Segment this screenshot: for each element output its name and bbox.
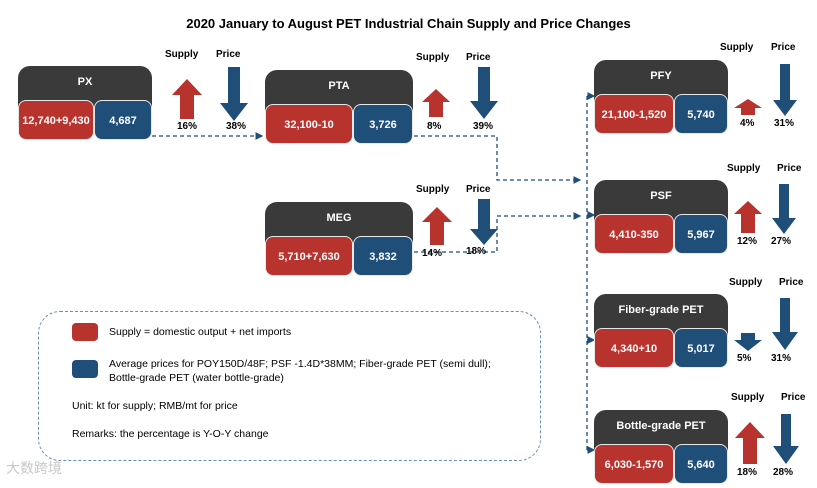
node-bottle-price: 5,640	[674, 444, 728, 484]
node-pfy-supply: 21,100-1,520	[594, 94, 674, 134]
bottle-price-label: Price	[781, 392, 806, 403]
legend-price-text-1: Average prices for POY150D/48F; PSF -1.4…	[109, 358, 491, 370]
psf-price-change: 27%	[771, 236, 792, 247]
node-pta-price: 3,726	[353, 104, 413, 144]
pfy-price-label: Price	[771, 42, 796, 53]
pta-supply-label: Supply	[416, 52, 450, 63]
fiber-price-change: 31%	[771, 353, 792, 364]
pta-supply-change: 8%	[427, 121, 442, 132]
px-price-change: 38%	[226, 121, 247, 132]
legend-supply-swatch	[72, 323, 98, 341]
node-px-supply: 12,740+9,430	[18, 100, 94, 140]
node-pta-supply: 32,100-10	[265, 104, 353, 144]
legend-box: Supply = domestic output + net imports A…	[38, 311, 541, 461]
meg-supply-label: Supply	[416, 184, 450, 195]
fiber-supply-down-arrow	[734, 333, 762, 351]
watermark: 大数跨境	[6, 460, 62, 476]
psf-supply-change: 12%	[737, 236, 758, 247]
psf-price-label: Price	[777, 163, 802, 174]
fiber-supply-change: 5%	[737, 353, 752, 364]
meg-supply-up-arrow	[422, 207, 452, 245]
psf-supply-up-arrow	[734, 201, 762, 233]
pfy-supply-change: 4%	[740, 118, 755, 129]
pta-price-down-arrow	[470, 67, 498, 119]
node-meg-price: 3,832	[353, 236, 413, 276]
node-psf-price: 5,967	[674, 214, 728, 254]
node-bottle-grade-pet: Bottle-grade PET 6,030-1,570 5,640	[594, 410, 728, 484]
meg-price-label: Price	[466, 184, 491, 195]
node-pfy-price: 5,740	[674, 94, 728, 134]
pta-price-label: Price	[466, 52, 491, 63]
node-bottle-supply: 6,030-1,570	[594, 444, 674, 484]
legend-supply-text: Supply = domestic output + net imports	[109, 326, 292, 338]
fiber-supply-label: Supply	[729, 277, 763, 288]
node-px-price: 4,687	[94, 100, 152, 140]
fiber-price-label: Price	[779, 277, 804, 288]
pfy-price-down-arrow	[773, 64, 797, 116]
pfy-supply-up-arrow	[734, 99, 762, 115]
meg-price-down-arrow	[470, 199, 498, 245]
px-supply-label: Supply	[165, 49, 199, 60]
legend-price-text-2: Bottle-grade PET (water bottle-grade)	[109, 372, 284, 384]
fiber-price-down-arrow	[772, 298, 798, 350]
pta-price-change: 39%	[473, 121, 494, 132]
bottle-supply-change: 18%	[737, 467, 758, 478]
bottle-supply-up-arrow	[735, 422, 765, 464]
chart-title: 2020 January to August PET Industrial Ch…	[186, 16, 631, 31]
bottle-price-down-arrow	[773, 414, 799, 464]
meg-supply-change: 14%	[422, 248, 443, 259]
px-supply-change: 16%	[177, 121, 198, 132]
pta-supply-up-arrow	[422, 89, 450, 117]
node-meg: MEG 5,710+7,630 3,832	[265, 202, 413, 276]
node-pfy: PFY 21,100-1,520 5,740	[594, 60, 728, 134]
node-psf: PSF 4,410-350 5,967	[594, 180, 728, 254]
node-fiber-price: 5,017	[674, 328, 728, 368]
connector-pta-hub	[414, 135, 582, 184]
px-price-down-arrow	[220, 67, 248, 121]
psf-supply-label: Supply	[727, 163, 761, 174]
pfy-price-change: 31%	[774, 118, 795, 129]
node-fiber-supply: 4,340+10	[594, 328, 674, 368]
bottle-price-change: 28%	[773, 467, 794, 478]
bottle-supply-label: Supply	[731, 392, 765, 403]
node-meg-supply: 5,710+7,630	[265, 236, 353, 276]
connector-meg-hub	[414, 212, 582, 253]
pfy-supply-label: Supply	[720, 42, 754, 53]
node-psf-supply: 4,410-350	[594, 214, 674, 254]
node-pta: PTA 32,100-10 3,726	[265, 70, 413, 146]
meg-price-change: 18%	[466, 246, 487, 257]
legend-price-swatch	[72, 360, 98, 378]
px-price-label: Price	[216, 49, 241, 60]
legend-unit: Unit: kt for supply; RMB/mt for price	[72, 400, 238, 412]
node-fiber-grade-pet: Fiber-grade PET 4,340+10 5,017	[594, 294, 728, 368]
psf-price-down-arrow	[772, 184, 796, 234]
legend-remarks: Remarks: the percentage is Y-O-Y change	[72, 428, 269, 440]
node-px: PX 12,740+9,430 4,687	[18, 66, 152, 142]
px-supply-up-arrow	[172, 79, 202, 119]
